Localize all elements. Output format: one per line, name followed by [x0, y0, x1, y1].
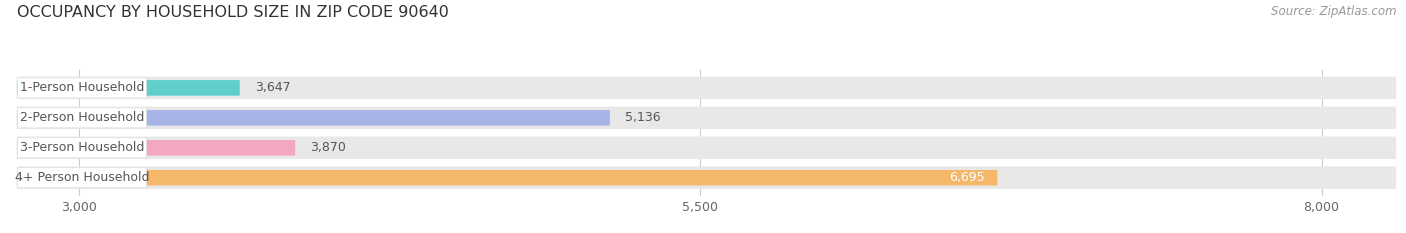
FancyBboxPatch shape: [17, 168, 146, 188]
FancyBboxPatch shape: [17, 140, 295, 156]
Text: 4+ Person Household: 4+ Person Household: [14, 171, 149, 184]
FancyBboxPatch shape: [17, 108, 146, 128]
FancyBboxPatch shape: [17, 107, 1396, 129]
Text: Source: ZipAtlas.com: Source: ZipAtlas.com: [1271, 5, 1396, 18]
Text: 6,695: 6,695: [949, 171, 984, 184]
FancyBboxPatch shape: [17, 80, 240, 96]
FancyBboxPatch shape: [17, 78, 146, 98]
Text: 1-Person Household: 1-Person Household: [20, 81, 145, 94]
FancyBboxPatch shape: [17, 110, 610, 126]
Text: 3,647: 3,647: [254, 81, 290, 94]
Text: 5,136: 5,136: [624, 111, 661, 124]
FancyBboxPatch shape: [17, 170, 997, 185]
Text: 2-Person Household: 2-Person Household: [20, 111, 145, 124]
Text: 3-Person Household: 3-Person Household: [20, 141, 145, 154]
FancyBboxPatch shape: [17, 167, 1396, 189]
Text: OCCUPANCY BY HOUSEHOLD SIZE IN ZIP CODE 90640: OCCUPANCY BY HOUSEHOLD SIZE IN ZIP CODE …: [17, 5, 449, 20]
FancyBboxPatch shape: [17, 138, 146, 158]
Text: 3,870: 3,870: [311, 141, 346, 154]
FancyBboxPatch shape: [17, 137, 1396, 159]
FancyBboxPatch shape: [17, 77, 1396, 99]
